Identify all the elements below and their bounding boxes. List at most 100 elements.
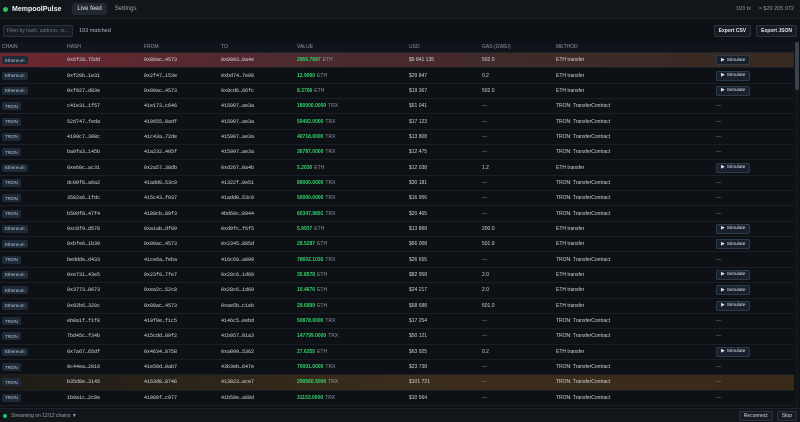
export-csv-button[interactable]: Export CSV bbox=[713, 25, 752, 37]
hash-cell[interactable]: 7bd45c…f34b bbox=[67, 333, 101, 340]
table-row[interactable]: TRON b35d8e…3145 4163d8…8746 413823…ace7 299… bbox=[0, 375, 794, 391]
to-cell[interactable]: 415907…ae3a bbox=[221, 133, 255, 140]
to-cell[interactable]: 0xae5b…c1eb bbox=[221, 302, 255, 309]
hash-cell[interactable]: 0x7a67…65df bbox=[67, 348, 101, 355]
table-row[interactable]: TRON ba0fa3…145b 41a232…405f 415907…ae3a 367… bbox=[0, 145, 794, 161]
simulate-button[interactable]: ▶ Simulate bbox=[716, 85, 751, 96]
col-from[interactable]: FROM bbox=[144, 44, 159, 50]
scrollbar[interactable] bbox=[795, 42, 799, 408]
table-row[interactable]: TRON 3582a6…1fdc 415c43…f037 41add0…53c0 500… bbox=[0, 191, 794, 207]
hash-cell[interactable]: 1b9a1c…2c8e bbox=[67, 394, 101, 401]
to-cell[interactable]: 0xa099…5362 bbox=[221, 348, 255, 355]
from-cell[interactable]: 0xa1ab…df09 bbox=[144, 225, 178, 232]
hash-cell[interactable]: dc00f8…a6a2 bbox=[67, 179, 101, 186]
simulate-button[interactable]: ▶ Simulate bbox=[716, 239, 751, 250]
from-cell[interactable]: 41c43a…72de bbox=[144, 133, 178, 140]
table-row[interactable]: TRON 1b9a1c…2c8e 41980f…c977 41b59e…a68d 311… bbox=[0, 391, 794, 406]
table-row[interactable]: TRON c41e31…1f57 41e173…c646 415907…ae3a 180… bbox=[0, 99, 794, 115]
col-method[interactable]: METHOD bbox=[556, 44, 578, 50]
from-cell[interactable]: 41a232…405f bbox=[144, 149, 178, 156]
hash-cell[interactable]: 0xe731…43e5 bbox=[67, 271, 101, 278]
simulate-button[interactable]: ▶ Simulate bbox=[716, 346, 751, 357]
hash-cell[interactable]: b35d8e…3145 bbox=[67, 379, 101, 386]
hash-cell[interactable]: 0xc8f9…d578 bbox=[67, 225, 101, 232]
hash-cell[interactable]: 0xf20b…1e31 bbox=[67, 72, 101, 79]
from-cell[interactable]: 0x80ac…4573 bbox=[144, 241, 178, 248]
hash-cell[interactable]: eb8a1f…f1f8 bbox=[67, 318, 101, 325]
from-cell[interactable]: 410f9e…f1c5 bbox=[144, 318, 178, 325]
to-cell[interactable]: 41b59e…a68d bbox=[221, 394, 255, 401]
to-cell[interactable]: 413823…ace7 bbox=[221, 379, 255, 386]
from-cell[interactable]: 0x4634…8758 bbox=[144, 348, 178, 355]
hash-cell[interactable]: 0xf927…d83e bbox=[67, 87, 101, 94]
to-cell[interactable]: 415907…ae3a bbox=[221, 103, 255, 110]
to-cell[interactable]: 416c69…a899 bbox=[221, 256, 255, 263]
hash-cell[interactable]: 9c44ea…2816 bbox=[67, 364, 101, 371]
col-hash[interactable]: HASH bbox=[67, 44, 81, 50]
to-cell[interactable]: 0x0cd6…66fc bbox=[221, 87, 255, 94]
reconnect-button[interactable]: Reconnect bbox=[738, 410, 773, 421]
to-cell[interactable]: 41322f…0e51 bbox=[221, 179, 255, 186]
stop-button[interactable]: Stop bbox=[776, 410, 797, 421]
scrollbar-thumb[interactable] bbox=[795, 42, 799, 90]
to-cell[interactable]: 43b3eb…647e bbox=[221, 364, 255, 371]
table-row[interactable]: TRON beddde…d433 41ce6a…feba 416c69…a899 786… bbox=[0, 252, 794, 268]
to-cell[interactable]: 0x0003…0a4e bbox=[221, 57, 255, 64]
simulate-button[interactable]: ▶ Simulate bbox=[716, 162, 751, 173]
table-row[interactable]: TRON 7bd45c…f34b 415cdd…09f2 41b957…91a3 147… bbox=[0, 329, 794, 345]
simulate-button[interactable]: ▶ Simulate bbox=[716, 269, 751, 280]
from-cell[interactable]: 0x23f0…7fe7 bbox=[144, 271, 178, 278]
table-row[interactable]: Ethereum 0x6f28…75dd 0x80ac…4573 0x0003…0a4… bbox=[0, 53, 794, 69]
to-cell[interactable]: 0x28c6…1d60 bbox=[221, 271, 255, 278]
from-cell[interactable]: 4189cb…89f3 bbox=[144, 210, 178, 217]
table-row[interactable]: Ethereum 0x02b6…328c 0x80ac…4573 0xae5b…c1e… bbox=[0, 299, 794, 314]
from-cell[interactable]: 419655…0adf bbox=[144, 118, 178, 125]
hash-cell[interactable]: b59df8…47f4 bbox=[67, 210, 101, 217]
hash-cell[interactable]: 0x02b6…328c bbox=[67, 302, 101, 309]
tab-settings[interactable]: Settings bbox=[114, 6, 137, 12]
table-row[interactable]: Ethereum 0xe60c…ac31 0x2a57…38db 0xd267…0a4… bbox=[0, 160, 794, 176]
hash-cell[interactable]: 0xbfe6…1b39 bbox=[67, 241, 101, 248]
hash-cell[interactable]: 3582a6…1fdc bbox=[67, 195, 101, 202]
from-cell[interactable]: 41add0…53c0 bbox=[144, 179, 178, 186]
hash-cell[interactable]: 4100c7…308c bbox=[67, 133, 101, 140]
from-cell[interactable]: 415c43…f037 bbox=[144, 195, 178, 202]
from-cell[interactable]: 0x2a57…38db bbox=[144, 164, 178, 171]
table-row[interactable]: TRON 52d747…feda 419655…0adf 415907…ae3a 504… bbox=[0, 114, 794, 130]
from-cell[interactable]: 0x80ac…4573 bbox=[144, 57, 178, 64]
from-cell[interactable]: 0x2f47…153e bbox=[144, 72, 178, 79]
to-cell[interactable]: 4bd69c…8944 bbox=[221, 210, 255, 217]
hash-cell[interactable]: beddde…d433 bbox=[67, 256, 101, 263]
to-cell[interactable]: 0x2345…885d bbox=[221, 241, 255, 248]
filter-input[interactable] bbox=[3, 25, 73, 37]
col-gas[interactable]: GAS (GWEI) bbox=[482, 44, 511, 50]
col-usd[interactable]: USD bbox=[409, 44, 420, 50]
from-cell[interactable]: 0x80ac…4573 bbox=[144, 87, 178, 94]
simulate-button[interactable]: ▶ Simulate bbox=[716, 223, 751, 234]
table-row[interactable]: TRON 4100c7…308c 41c43a…72de 415907…ae3a 407… bbox=[0, 130, 794, 146]
to-cell[interactable]: 4146c5…eebd bbox=[221, 318, 255, 325]
table-row[interactable]: Ethereum 0xf927…d83e 0x80ac…4573 0x0cd6…66f… bbox=[0, 84, 794, 100]
col-value[interactable]: VALUE bbox=[297, 44, 314, 50]
to-cell[interactable]: 0xbd74…7e98 bbox=[221, 72, 255, 79]
simulate-button[interactable]: ▶ Simulate bbox=[716, 70, 751, 81]
to-cell[interactable]: 41b957…91a3 bbox=[221, 333, 255, 340]
to-cell[interactable]: 0xd267…0a4b bbox=[221, 164, 255, 171]
col-chain[interactable]: CHAIN bbox=[2, 44, 18, 50]
hash-cell[interactable]: 0x6f28…75dd bbox=[67, 57, 101, 64]
from-cell[interactable]: 41e50d…0ab7 bbox=[144, 364, 178, 371]
simulate-button[interactable]: ▶ Simulate bbox=[716, 55, 751, 66]
to-cell[interactable]: 415907…ae3a bbox=[221, 149, 255, 156]
table-row[interactable]: Ethereum 0xf20b…1e31 0x2f47…153e 0xbd74…7e9… bbox=[0, 68, 794, 84]
hash-cell[interactable]: 0x3773…0673 bbox=[67, 287, 101, 294]
table-row[interactable]: TRON b59df8…47f4 4189cb…89f3 4bd69c…8944 603… bbox=[0, 206, 794, 222]
simulate-button[interactable]: ▶ Simulate bbox=[716, 300, 751, 311]
from-cell[interactable]: 41980f…c977 bbox=[144, 394, 178, 401]
to-cell[interactable]: 0x28c6…1d60 bbox=[221, 287, 255, 294]
streaming-status[interactable]: Streaming on 12/12 chains ▼ bbox=[11, 412, 77, 419]
hash-cell[interactable]: ba0fa3…145b bbox=[67, 149, 101, 156]
from-cell[interactable]: 41e173…c646 bbox=[144, 103, 178, 110]
hash-cell[interactable]: c41e31…1f57 bbox=[67, 103, 101, 110]
from-cell[interactable]: 4163d8…8746 bbox=[144, 379, 178, 386]
from-cell[interactable]: 41ce6a…feba bbox=[144, 256, 178, 263]
